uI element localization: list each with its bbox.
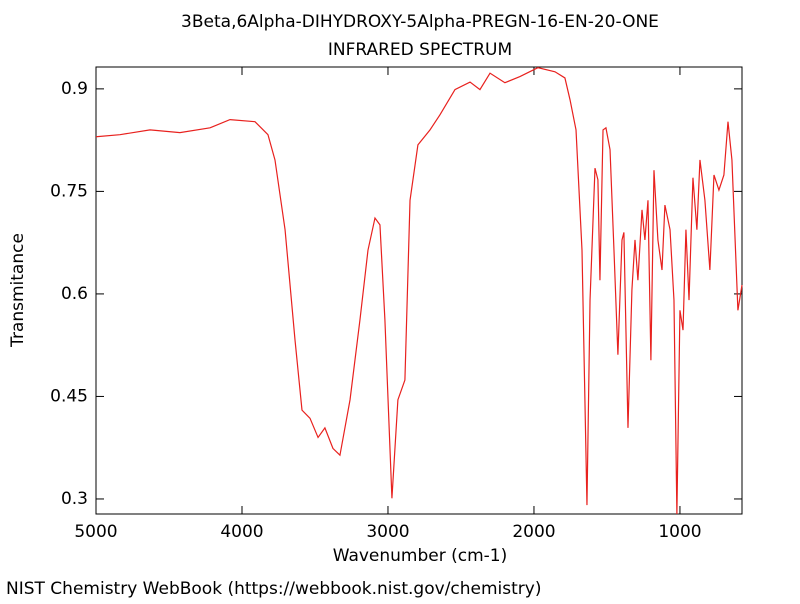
spectrum-line <box>95 67 743 515</box>
y-tick-label: 0.75 <box>50 181 88 201</box>
y-axis-label: Transmitance <box>8 233 28 348</box>
x-tick-label: 3000 <box>366 522 409 542</box>
y-tick-label: 0.3 <box>61 489 88 509</box>
x-tick-label: 5000 <box>74 522 117 542</box>
footer: NIST Chemistry WebBook (https://webbook.… <box>6 579 541 599</box>
y-tick-label: 0.9 <box>61 79 88 99</box>
x-tick-label: 1000 <box>658 522 701 542</box>
plot-frame <box>95 66 743 515</box>
chart-title: 3Beta,6Alpha-DIHYDROXY-5Alpha-PREGN-16-E… <box>181 12 659 32</box>
chart-subtitle: INFRARED SPECTRUM <box>328 40 512 60</box>
x-tick-label: 4000 <box>220 522 263 542</box>
y-tick-label: 0.45 <box>50 386 88 406</box>
x-tick-label: 2000 <box>512 522 555 542</box>
y-tick-label: 0.6 <box>61 284 88 304</box>
x-axis-label: Wavenumber (cm-1) <box>333 546 508 566</box>
